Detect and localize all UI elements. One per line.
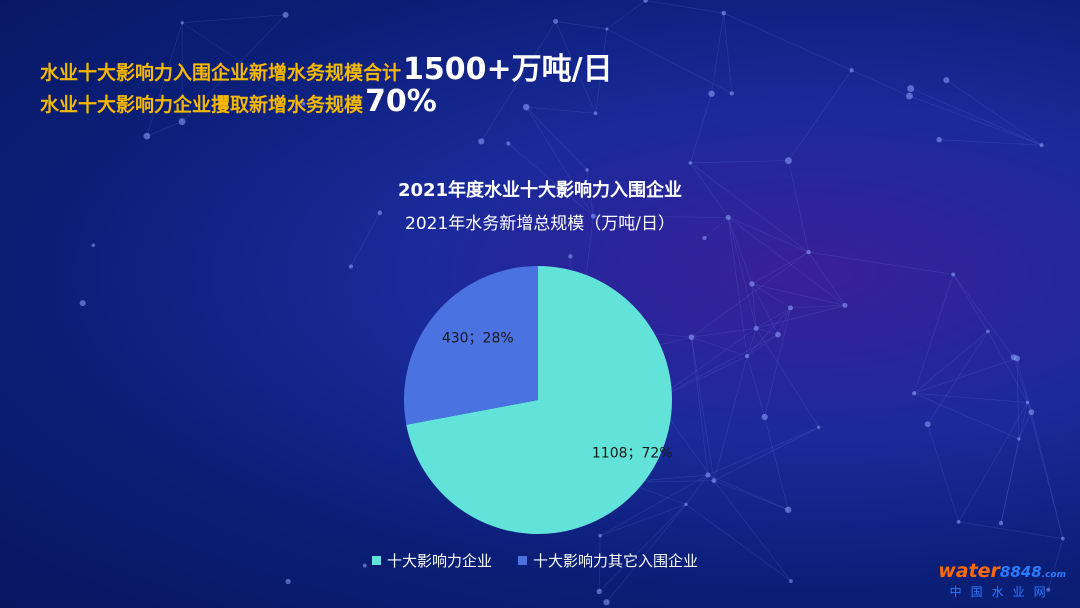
headline-2-text: 水业十大影响力企业攫取新增水务规模 <box>40 94 364 116</box>
headline-1: 水业十大影响力入围企业新增水务规模合计1500+万吨/日 <box>40 44 613 88</box>
watermark-logo-text: water8848.com <box>938 560 1066 582</box>
legend-item-others: 十大影响力其它入围企业 <box>518 550 698 571</box>
headline-2: 水业十大影响力企业攫取新增水务规模70% <box>40 84 437 119</box>
legend-swatch-top10 <box>372 556 381 565</box>
chart-title: 2021年度水业十大影响力入围企业 <box>397 180 683 201</box>
legend-label-top10: 十大影响力企业 <box>387 552 493 570</box>
headline-2-value: 70% <box>365 84 437 119</box>
data-label-others: 430；28% <box>442 330 514 346</box>
pie-slice-others <box>404 266 538 425</box>
data-label-top10: 1108；72% <box>592 446 673 462</box>
legend-swatch-others <box>518 556 528 565</box>
legend-label-others: 十大影响力其它入围企业 <box>533 552 699 570</box>
chart-subtitle: 2021年水务新增总规模（万吨/日） <box>405 214 675 234</box>
chart-legend: 十大影响力企业 十大影响力其它入围企业 <box>372 550 698 571</box>
watermark-subtitle: 中国水业网 <box>949 585 1055 599</box>
pie-slice-top10 <box>406 266 673 534</box>
watermark-logo: water8848.com 中国水业网 <box>938 560 1066 600</box>
headline-1-text: 水业十大影响力入围企业新增水务规模合计 <box>40 62 402 84</box>
headline-1-value: 1500+万吨/日 <box>403 52 613 87</box>
legend-item-top10: 十大影响力企业 <box>372 550 492 571</box>
